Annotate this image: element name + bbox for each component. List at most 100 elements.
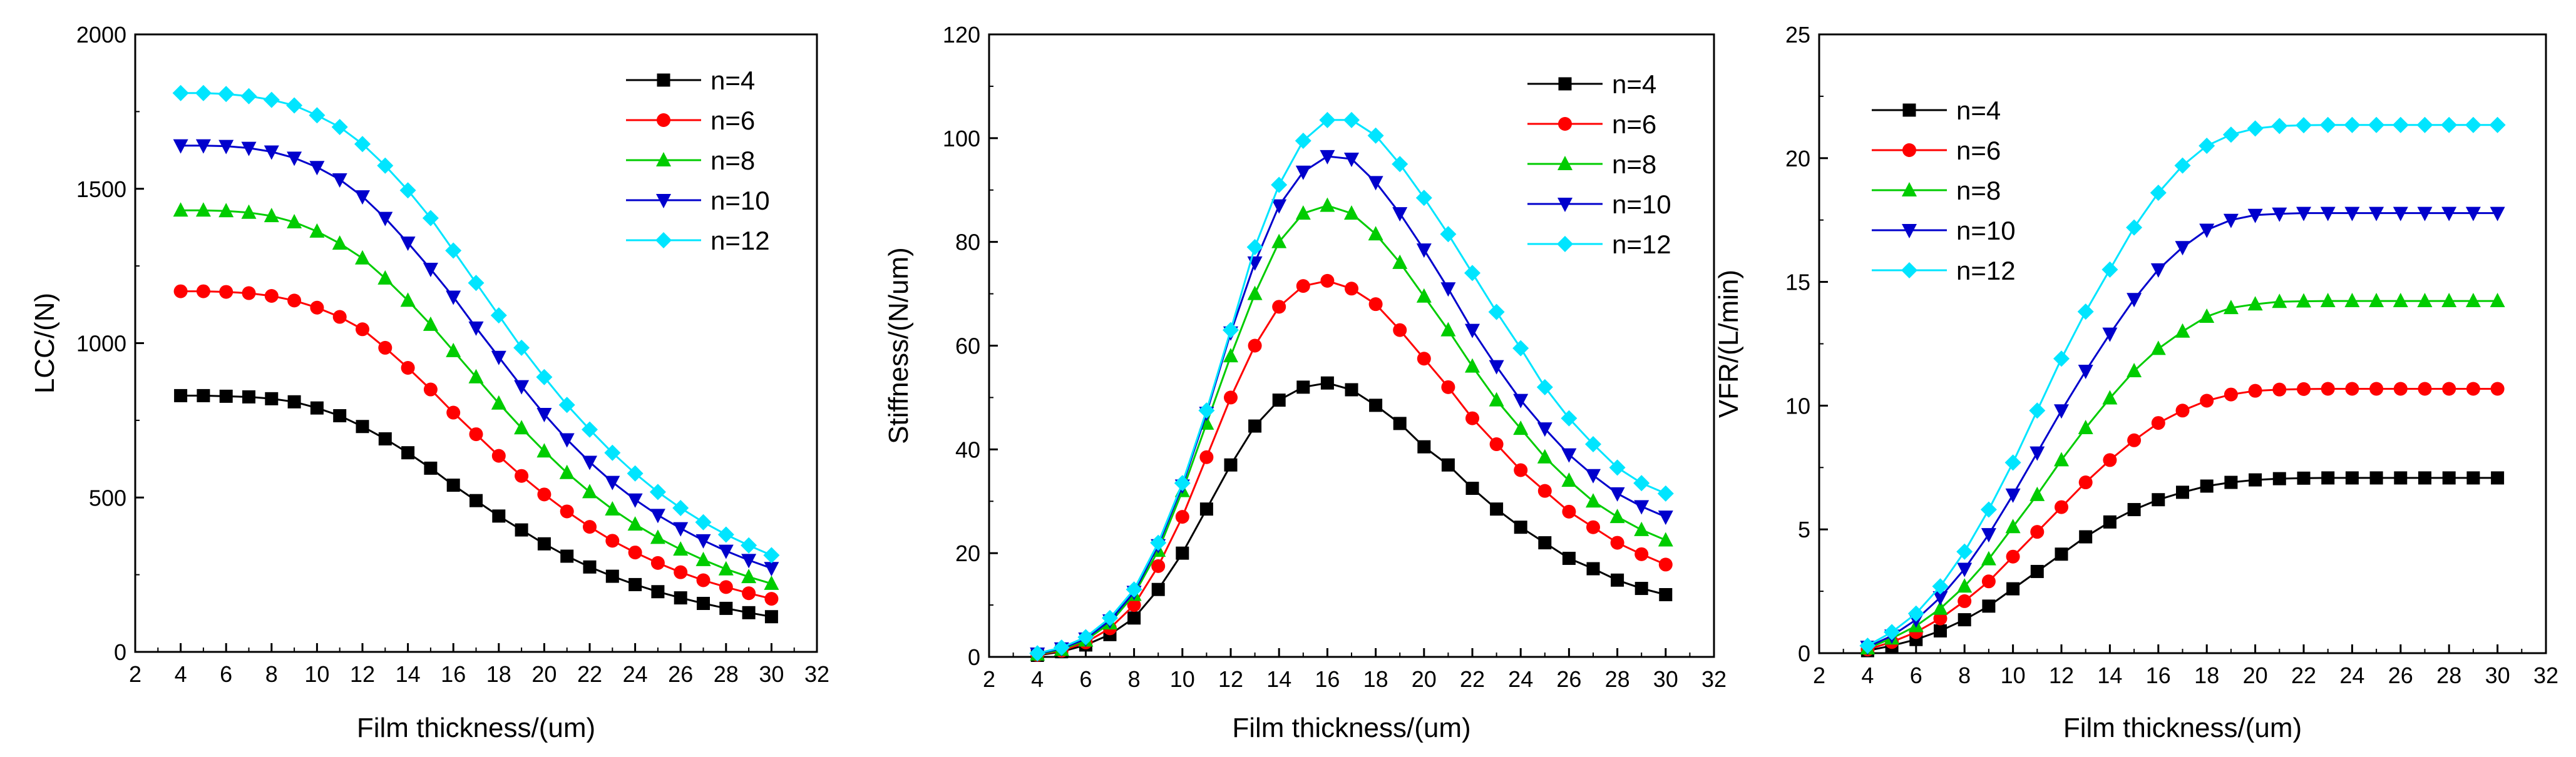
data-point bbox=[1175, 510, 1189, 524]
data-point bbox=[1150, 534, 1167, 551]
data-point bbox=[1343, 111, 1360, 128]
data-point bbox=[469, 427, 483, 442]
data-point bbox=[309, 161, 325, 176]
data-point bbox=[1441, 458, 1455, 472]
x-tick-label: 18 bbox=[1363, 666, 1388, 692]
data-point bbox=[2248, 384, 2262, 398]
x-axis-title: Film thickness/(um) bbox=[357, 713, 595, 743]
series-n=10 bbox=[173, 139, 779, 577]
y-tick-label: 1000 bbox=[76, 331, 126, 357]
data-point bbox=[240, 88, 257, 104]
data-point bbox=[627, 465, 644, 482]
data-point bbox=[196, 284, 210, 298]
y-tick-label: 0 bbox=[114, 639, 126, 665]
data-point bbox=[1609, 509, 1625, 524]
legend-marker bbox=[1902, 143, 1916, 157]
data-point bbox=[264, 208, 279, 223]
data-point bbox=[1465, 323, 1480, 338]
data-point bbox=[1151, 582, 1165, 596]
data-point bbox=[1633, 475, 1650, 492]
data-point bbox=[355, 190, 370, 205]
data-point bbox=[650, 529, 665, 544]
data-point bbox=[265, 392, 279, 405]
data-point bbox=[2223, 213, 2239, 228]
legend-label: n=4 bbox=[711, 66, 755, 95]
x-axis-title: Film thickness/(um) bbox=[2063, 713, 2302, 743]
data-point bbox=[491, 449, 506, 463]
data-point bbox=[2199, 138, 2215, 155]
data-point bbox=[2006, 549, 2020, 564]
data-point bbox=[583, 520, 597, 534]
x-tick-label: 4 bbox=[175, 661, 187, 687]
data-point bbox=[1586, 469, 1601, 484]
legend-entry: n=8 bbox=[1872, 176, 2001, 205]
data-point bbox=[356, 420, 369, 434]
data-point bbox=[446, 290, 461, 305]
data-point bbox=[1932, 591, 1948, 606]
data-point bbox=[354, 136, 371, 153]
series-n=4 bbox=[174, 389, 778, 624]
x-tick-label: 28 bbox=[2436, 663, 2461, 688]
x-tick-label: 4 bbox=[1031, 666, 1044, 692]
data-point bbox=[719, 580, 733, 594]
data-point bbox=[1296, 380, 1310, 394]
data-point bbox=[2102, 327, 2118, 342]
data-point bbox=[2296, 293, 2311, 308]
data-point bbox=[1464, 265, 1480, 282]
x-tick-label: 12 bbox=[2049, 663, 2074, 688]
data-point bbox=[2345, 382, 2359, 396]
data-point bbox=[1513, 394, 1529, 409]
data-point bbox=[1537, 449, 1552, 464]
data-point bbox=[1247, 285, 1263, 300]
data-point bbox=[399, 182, 416, 199]
data-point bbox=[2030, 564, 2044, 578]
data-point bbox=[264, 288, 279, 303]
y-axis-title: Stiffness/(N/um) bbox=[883, 247, 914, 444]
x-tick-label: 22 bbox=[1460, 666, 1485, 692]
data-point bbox=[2344, 293, 2360, 308]
data-point bbox=[2199, 308, 2215, 323]
data-point bbox=[559, 464, 575, 479]
data-point bbox=[560, 549, 574, 563]
data-point bbox=[1417, 352, 1431, 366]
x-tick-label: 2 bbox=[129, 661, 141, 687]
data-point bbox=[536, 443, 552, 458]
x-tick-label: 24 bbox=[2339, 663, 2364, 688]
data-point bbox=[378, 432, 392, 445]
data-point bbox=[1295, 205, 1311, 220]
data-point bbox=[1586, 562, 1600, 576]
data-point bbox=[2441, 116, 2458, 133]
data-point bbox=[287, 293, 302, 308]
data-point bbox=[378, 340, 393, 355]
data-point bbox=[1934, 624, 1947, 638]
data-point bbox=[2490, 382, 2505, 396]
data-point bbox=[1296, 279, 1310, 293]
data-point bbox=[2490, 293, 2505, 308]
data-point bbox=[2369, 382, 2384, 396]
legend-marker bbox=[1557, 156, 1573, 170]
data-point bbox=[2272, 293, 2287, 308]
data-point bbox=[627, 516, 643, 531]
data-point bbox=[718, 561, 734, 576]
data-point bbox=[219, 285, 233, 299]
x-axis-title: Film thickness/(um) bbox=[1232, 713, 1470, 743]
data-point bbox=[195, 202, 211, 217]
legend-entry: n=12 bbox=[1527, 230, 1671, 259]
data-point bbox=[468, 368, 484, 384]
data-point bbox=[695, 514, 712, 531]
data-point bbox=[2176, 485, 2189, 499]
legend-entry: n=4 bbox=[626, 66, 755, 95]
data-point bbox=[1248, 419, 1262, 433]
legend-label: n=10 bbox=[1956, 216, 2016, 245]
data-point bbox=[2222, 126, 2239, 143]
data-point bbox=[1981, 551, 1996, 566]
legend-entry: n=10 bbox=[1872, 216, 2016, 245]
data-point bbox=[1490, 502, 1504, 516]
data-point bbox=[1295, 165, 1311, 180]
x-tick-label: 28 bbox=[714, 661, 739, 687]
data-point bbox=[2466, 471, 2480, 485]
data-point bbox=[241, 204, 257, 219]
data-point bbox=[445, 242, 462, 259]
data-point bbox=[197, 389, 210, 402]
data-point bbox=[2247, 208, 2263, 223]
